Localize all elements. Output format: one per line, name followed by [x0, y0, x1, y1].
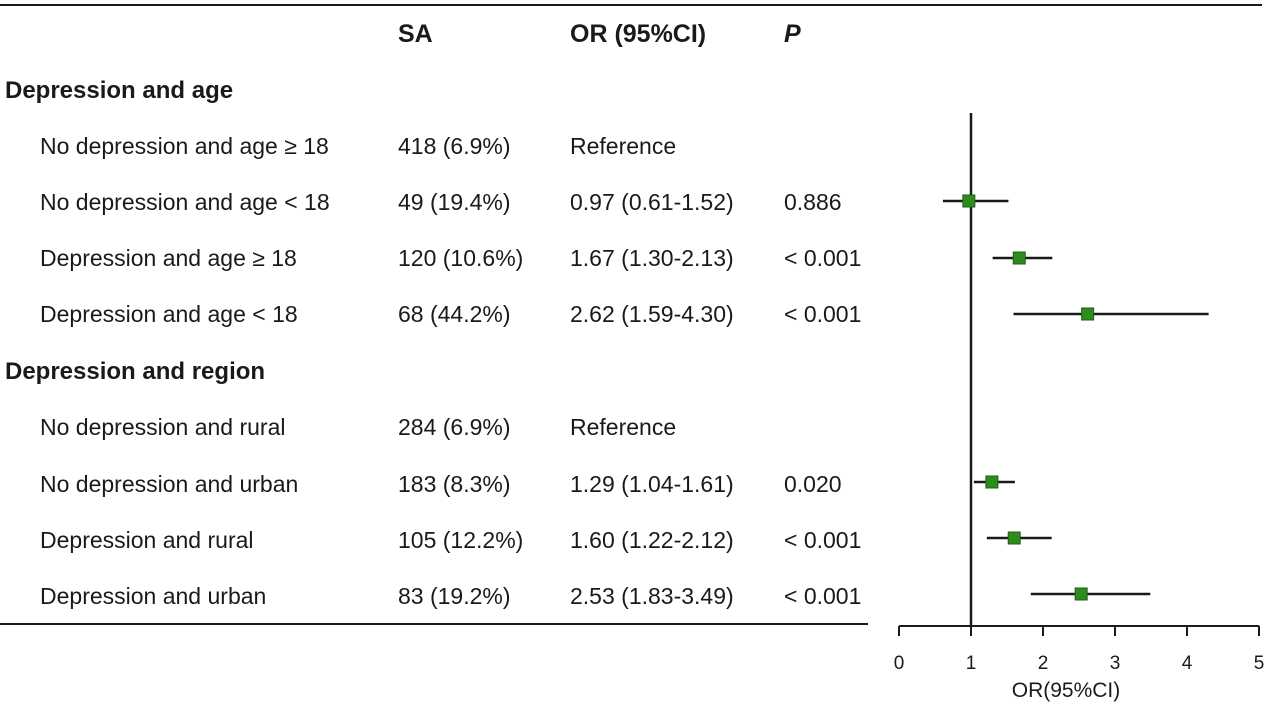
row-or: 0.97 (0.61-1.52) [570, 189, 734, 215]
x-tick-label: 5 [1254, 653, 1265, 674]
or-point [1074, 587, 1088, 601]
row-p: < 0.001 [784, 583, 862, 609]
column-header-sa: SA [398, 20, 433, 48]
row-label: Depression and age ≥ 18 [40, 245, 297, 271]
x-tick-label: 1 [966, 653, 977, 674]
or-point [1012, 251, 1026, 265]
row-or: 1.29 (1.04-1.61) [570, 471, 734, 497]
row-label: Depression and rural [40, 527, 254, 553]
row-or: Reference [570, 414, 677, 440]
row-sa: 83 (19.2%) [398, 583, 511, 609]
column-header-or: OR (95%CI) [570, 20, 707, 48]
row-p: 0.020 [784, 471, 842, 497]
x-tick-label: 2 [1038, 653, 1049, 674]
or-point [962, 194, 976, 208]
x-axis-label: OR(95%CI) [1012, 679, 1121, 702]
or-point [985, 475, 999, 489]
row-p: < 0.001 [784, 245, 862, 271]
x-tick-label: 4 [1182, 653, 1193, 674]
column-header-p: P [784, 20, 801, 48]
row-or: 2.53 (1.83-3.49) [570, 583, 734, 609]
x-tick-label: 3 [1110, 653, 1121, 674]
row-sa: 120 (10.6%) [398, 245, 524, 271]
row-label: Depression and urban [40, 583, 267, 609]
x-tick-label: 0 [894, 653, 905, 674]
row-sa: 183 (8.3%) [398, 471, 511, 497]
row-or: 2.62 (1.59-4.30) [570, 301, 734, 327]
row-p: < 0.001 [784, 527, 862, 553]
x-axis: 0 1 2 3 4 5 OR(95%CI) [894, 625, 1265, 702]
row-label: No depression and age ≥ 18 [40, 133, 329, 159]
row-sa: 105 (12.2%) [398, 527, 524, 553]
group-title-age: Depression and age [5, 77, 234, 104]
row-sa: 68 (44.2%) [398, 301, 511, 327]
row-sa: 49 (19.4%) [398, 189, 511, 215]
row-label: No depression and age < 18 [40, 189, 330, 215]
group-title-region: Depression and region [5, 358, 266, 385]
row-label: Depression and age < 18 [40, 301, 298, 327]
row-p: 0.886 [784, 189, 842, 215]
row-or: Reference [570, 133, 677, 159]
row-or: 1.67 (1.30-2.13) [570, 245, 734, 271]
or-point [1081, 307, 1095, 321]
bottom-rule [0, 623, 868, 625]
top-rule [0, 4, 1262, 6]
row-p: < 0.001 [784, 301, 862, 327]
or-point [1007, 531, 1021, 545]
row-or: 1.60 (1.22-2.12) [570, 527, 734, 553]
forest-marks [942, 113, 1209, 626]
row-label: No depression and rural [40, 414, 286, 440]
row-label: No depression and urban [40, 471, 299, 497]
row-sa: 418 (6.9%) [398, 133, 511, 159]
row-sa: 284 (6.9%) [398, 414, 511, 440]
